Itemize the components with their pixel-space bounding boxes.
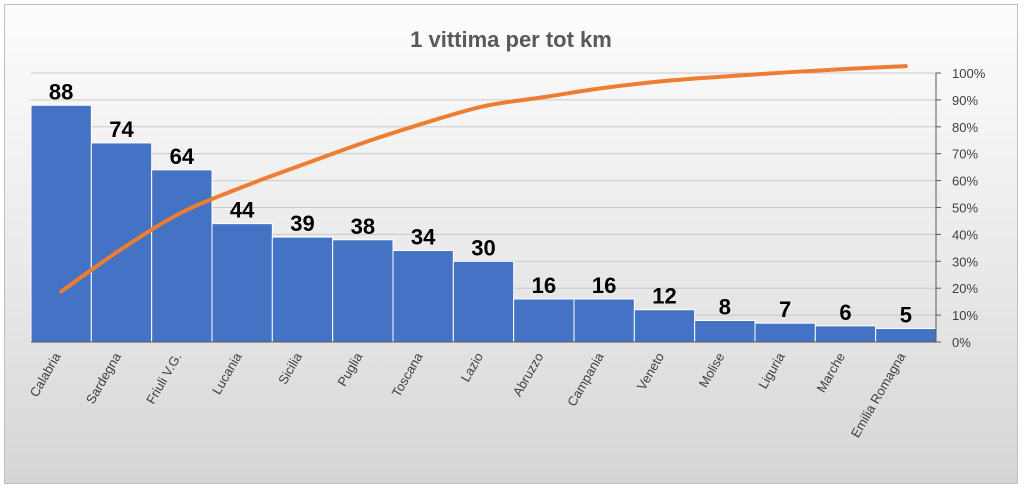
- right-axis-ticks: 0% 10% 20% 30% 40% 50% 60% 70% 80% 90% 100%: [952, 66, 986, 350]
- category-label: Lazio: [458, 350, 487, 384]
- category-label: Campania: [564, 349, 607, 408]
- data-label: 16: [532, 273, 556, 298]
- category-label: Abruzzo: [510, 350, 547, 399]
- data-label: 64: [170, 144, 195, 169]
- data-label: 6: [839, 300, 851, 325]
- data-label: 12: [652, 284, 676, 309]
- right-axis-tick-label: 100%: [952, 66, 986, 81]
- data-label: 74: [109, 117, 134, 142]
- category-label: Toscana: [389, 349, 427, 399]
- category-label: Sardegna: [83, 349, 125, 406]
- data-label: 8: [719, 294, 731, 319]
- bar: [271, 236, 334, 343]
- right-axis-tick-label: 30%: [952, 254, 978, 269]
- category-label: Emilia Romagna: [848, 349, 909, 440]
- bar-series: [30, 104, 937, 343]
- data-label: 16: [592, 273, 616, 298]
- category-label: Molise: [696, 350, 728, 390]
- category-label: Liguria: [755, 349, 788, 391]
- data-label: 34: [411, 225, 436, 250]
- bar: [90, 142, 153, 343]
- bar: [513, 298, 575, 343]
- chart-title: 1 vittima per tot km: [410, 27, 612, 52]
- cumulative-line-series: [59, 64, 908, 294]
- data-label: 5: [900, 303, 912, 328]
- right-axis-tick-label: 20%: [952, 281, 978, 296]
- bar: [875, 328, 937, 343]
- right-axis-tick-label: 80%: [952, 120, 978, 135]
- cumulative-line: [59, 64, 908, 294]
- bar: [392, 250, 454, 343]
- right-axis-tick-label: 10%: [952, 308, 978, 323]
- right-axis-tick-label: 90%: [952, 93, 978, 108]
- data-label: 7: [779, 297, 791, 322]
- category-label: Veneto: [634, 350, 667, 393]
- category-label: Calabria: [27, 349, 65, 399]
- bar: [151, 169, 213, 343]
- chart-area: 1 vittima per tot km 88 74 64 44 39 38 34 30 16 1…: [4, 4, 1018, 484]
- data-label: 30: [471, 235, 495, 260]
- bar: [573, 298, 635, 343]
- data-label: 38: [351, 214, 375, 239]
- axes: [31, 72, 941, 343]
- category-label: Sicilia: [275, 349, 305, 387]
- bar: [30, 104, 92, 343]
- right-axis-tick-label: 40%: [952, 227, 978, 242]
- bar: [211, 223, 273, 343]
- bar: [452, 260, 515, 343]
- data-label: 44: [230, 198, 255, 223]
- bar: [814, 325, 877, 343]
- bar: [633, 309, 696, 343]
- data-label: 88: [49, 79, 73, 104]
- data-label: 39: [290, 211, 314, 236]
- bar: [332, 239, 394, 343]
- pareto-chart: 1 vittima per tot km 88 74 64 44 39 38 34 30 16 1…: [27, 27, 986, 440]
- category-label: Puglia: [334, 349, 365, 388]
- right-axis-tick-label: 70%: [952, 147, 978, 162]
- category-label: Friuli V.G.: [143, 350, 184, 407]
- right-axis-tick-label: 60%: [952, 174, 978, 189]
- category-axis-labels: Calabria Sardegna Friuli V.G. Lucania Sicili…: [27, 349, 909, 440]
- bar: [754, 322, 816, 343]
- bar: [694, 319, 756, 343]
- data-labels: 88 74 64 44 39 38 34 30 16 16 12 8 7 6 5: [49, 79, 912, 327]
- category-label: Marche: [813, 350, 848, 395]
- right-axis-tick-label: 0%: [952, 335, 971, 350]
- category-label: Lucania: [209, 349, 245, 397]
- right-axis-tick-label: 50%: [952, 201, 978, 216]
